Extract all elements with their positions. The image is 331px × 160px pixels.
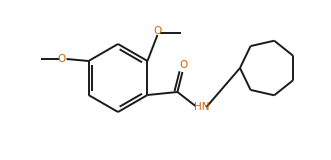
Text: HN: HN bbox=[194, 102, 209, 112]
Text: O: O bbox=[58, 54, 66, 64]
Text: O: O bbox=[179, 60, 188, 70]
Text: O: O bbox=[153, 26, 162, 36]
